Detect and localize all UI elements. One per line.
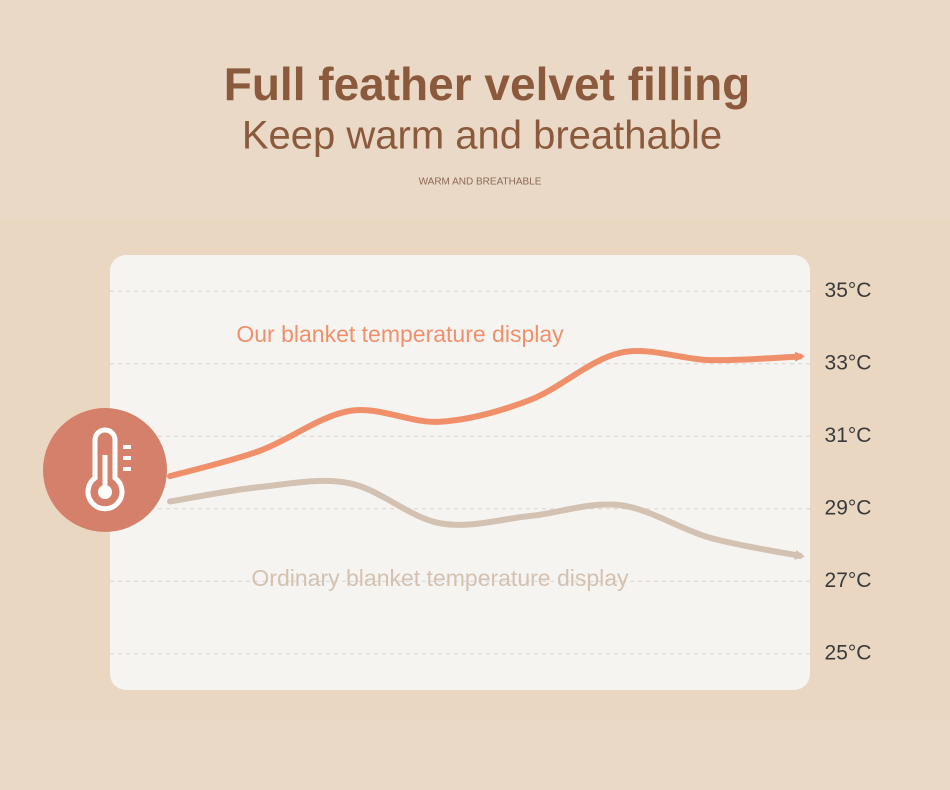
caption: WARM AND BREATHABLE	[419, 177, 542, 188]
series-line	[167, 477, 805, 560]
series-line	[167, 348, 805, 480]
series-label: Our blanket temperature display	[236, 321, 564, 347]
y-tick-label: 35°C	[825, 279, 872, 302]
plot-area: 35°C 33°C 31°C 29°C 27°C 25°C Our blanket temp…	[110, 279, 872, 664]
y-tick-label: 25°C	[825, 641, 872, 664]
thermometer-icon	[43, 408, 167, 532]
chart-subtitle: Keep warm and breathable	[242, 114, 722, 158]
y-tick-label: 33°C	[825, 351, 872, 374]
y-tick-label: 29°C	[825, 496, 872, 519]
chart-title: Full feather velvet filling	[224, 58, 751, 110]
y-tick-label: 27°C	[825, 569, 872, 592]
y-tick-label: 31°C	[825, 424, 872, 447]
series-label: Ordinary blanket temperature display	[251, 565, 629, 591]
plot-panel	[110, 255, 810, 690]
